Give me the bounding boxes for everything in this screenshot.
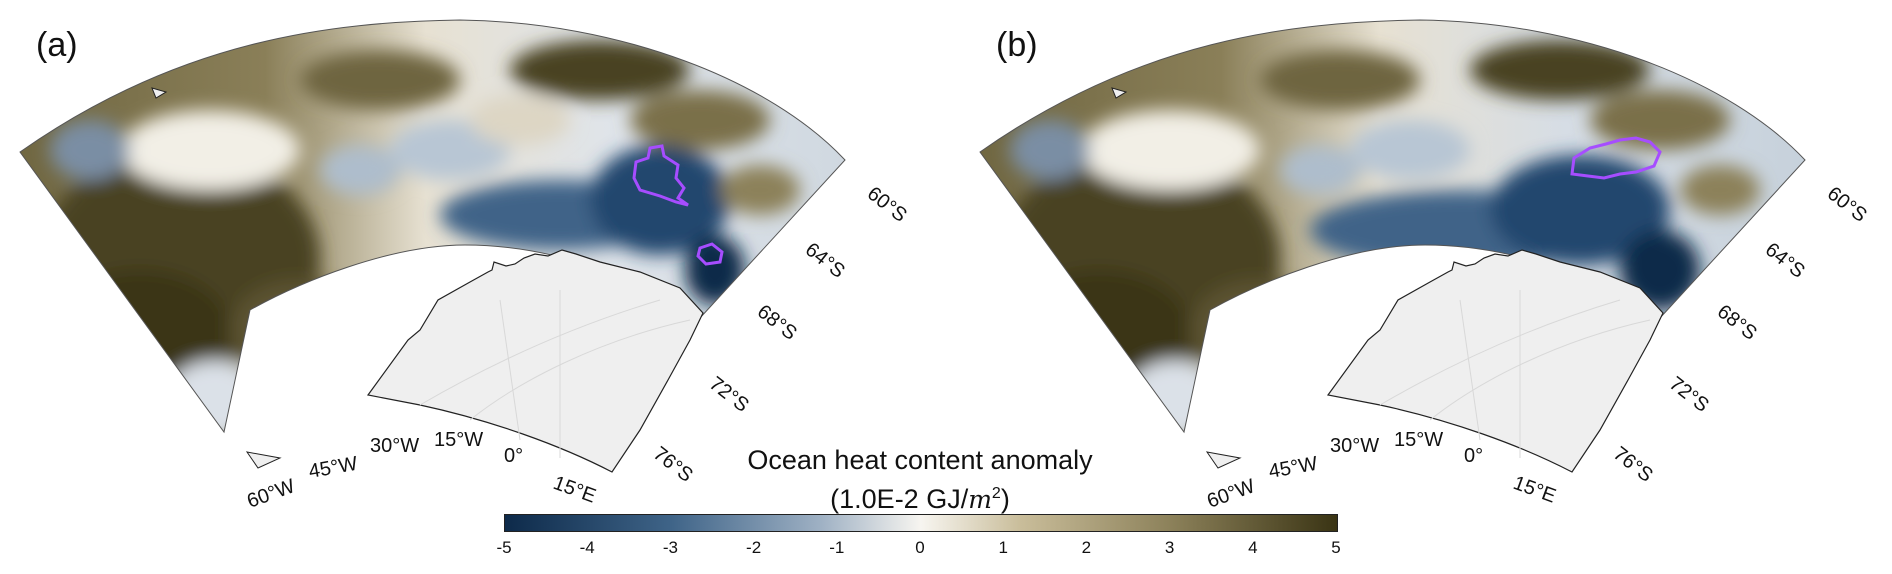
lat-label: 76°S <box>1609 443 1657 487</box>
colorbar-tick-label: 2 <box>1081 538 1092 557</box>
lat-label: 60°S <box>863 183 911 227</box>
lat-label: 60°S <box>1823 183 1871 227</box>
colorbar-tick-label: -5 <box>496 538 512 557</box>
lat-label: 68°S <box>1713 301 1761 345</box>
map-outline <box>979 19 1806 434</box>
colorbar-units: (1.0E-2 GJ/m2) <box>500 478 1340 516</box>
island-marker <box>1205 451 1242 469</box>
units-m: m <box>968 485 992 514</box>
map-panel-a: (a) <box>19 19 911 513</box>
lat-label: 64°S <box>801 239 849 283</box>
colorbar-tick-label: 4 <box>1248 538 1258 557</box>
lat-label: 64°S <box>1761 239 1809 283</box>
lon-label: 0° <box>504 445 523 467</box>
island-marker <box>245 451 282 469</box>
colorbar-tick-label: 3 <box>1164 538 1175 557</box>
panel-label: (b) <box>996 26 1038 64</box>
colorbar-tick-label: -4 <box>579 538 595 557</box>
lat-label: 72°S <box>1665 373 1713 417</box>
colorbar-tick-label: 1 <box>998 538 1008 557</box>
colorbar-tick-label: 5 <box>1331 538 1341 557</box>
graticule <box>419 290 691 458</box>
colorbar-tick-label: -1 <box>829 538 845 557</box>
colorbar-tick-label: -2 <box>746 538 762 557</box>
lon-label: 15°W <box>1394 429 1443 451</box>
polynya-contour <box>1570 136 1662 180</box>
island-marker <box>1111 87 1128 99</box>
island-marker <box>151 87 168 99</box>
graticule <box>1379 290 1651 458</box>
antarctic-land <box>366 249 704 473</box>
lat-label: 68°S <box>753 301 801 345</box>
panel-label: (a) <box>36 26 78 64</box>
lat-label: 72°S <box>705 373 753 417</box>
lon-label: 30°W <box>1330 435 1379 457</box>
units-exp: 2 <box>991 485 1001 502</box>
map-svg: 60°S 64°S 68°S 72°S 76°S 60°W 45°W 30°W … <box>19 19 911 513</box>
colorbar <box>504 514 1338 532</box>
units-suffix: ) <box>1000 484 1010 514</box>
ohc-anomaly-field <box>20 20 845 432</box>
lon-label: 45°W <box>307 453 359 483</box>
polynya-contour <box>632 144 689 207</box>
colorbar-title: Ocean heat content anomaly <box>747 445 1093 475</box>
lon-label: 15°W <box>434 429 483 451</box>
antarctic-land <box>1326 249 1664 473</box>
lon-label: 15°E <box>1510 472 1558 508</box>
map-panel-b: (b) <box>960 0 1892 574</box>
map-svg: 60°S 64°S 68°S 72°S 76°S 60°W 45°W 30°W … <box>979 19 1871 513</box>
polynya-contour <box>696 242 724 266</box>
lon-label: 30°W <box>370 435 419 457</box>
lon-label: 60°W <box>244 475 298 513</box>
colorbar-tick-label: -3 <box>662 538 678 557</box>
units-prefix: (1.0E-2 GJ/ <box>830 484 969 514</box>
lon-label: 0° <box>1464 445 1483 467</box>
colorbar-ticks: -5 -4 -3 -2 -1 0 1 2 3 4 5 <box>496 532 1341 562</box>
map-outline <box>19 19 846 434</box>
colorbar-tick-label: 0 <box>915 538 925 557</box>
